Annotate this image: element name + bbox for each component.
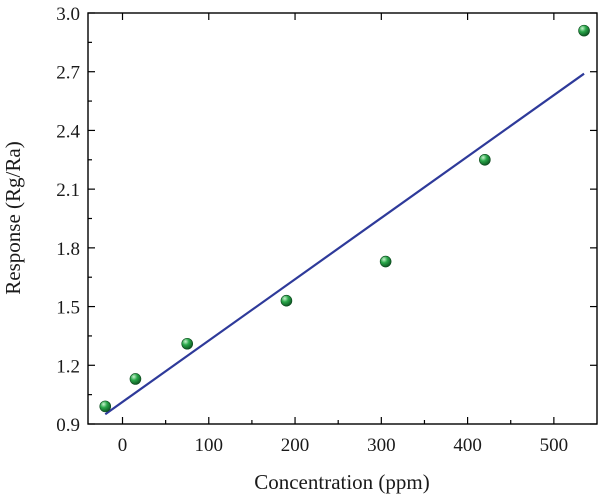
data-point bbox=[479, 153, 491, 166]
x-tick-label: 400 bbox=[453, 435, 482, 456]
y-axis: 0.9 1.2 1.5 1.8 2.1 2.4 2.7 3.0 bbox=[56, 4, 597, 436]
y-tick-label: 3.0 bbox=[56, 4, 80, 25]
y-tick-label: 2.4 bbox=[56, 121, 80, 142]
x-tick-label: 100 bbox=[195, 435, 224, 456]
y-tick-label: 2.7 bbox=[56, 63, 80, 84]
x-axis-title: Concentration (ppm) bbox=[254, 470, 430, 494]
data-point bbox=[181, 337, 194, 350]
y-tick-label: 1.5 bbox=[56, 298, 80, 319]
y-tick-label: 1.8 bbox=[56, 239, 80, 260]
data-point bbox=[99, 400, 112, 413]
x-tick-label: 300 bbox=[367, 435, 396, 456]
plot-frame bbox=[87, 12, 598, 425]
data-point bbox=[578, 24, 590, 37]
data-points bbox=[99, 24, 590, 413]
y-tick-label: 0.9 bbox=[56, 415, 80, 436]
data-point bbox=[379, 255, 392, 268]
x-tick-label: 0 bbox=[118, 435, 128, 456]
x-tick-label: 500 bbox=[540, 435, 569, 456]
data-point bbox=[280, 294, 293, 307]
y-axis-title: Response (Rg/Ra) bbox=[1, 141, 25, 294]
x-tick-label: 200 bbox=[281, 435, 310, 456]
x-axis: 0 100 200 300 400 500 bbox=[118, 13, 568, 456]
y-tick-label: 1.2 bbox=[56, 356, 80, 377]
y-tick-label: 2.1 bbox=[56, 180, 80, 201]
fit-line bbox=[104, 72, 585, 416]
data-point bbox=[129, 373, 142, 385]
